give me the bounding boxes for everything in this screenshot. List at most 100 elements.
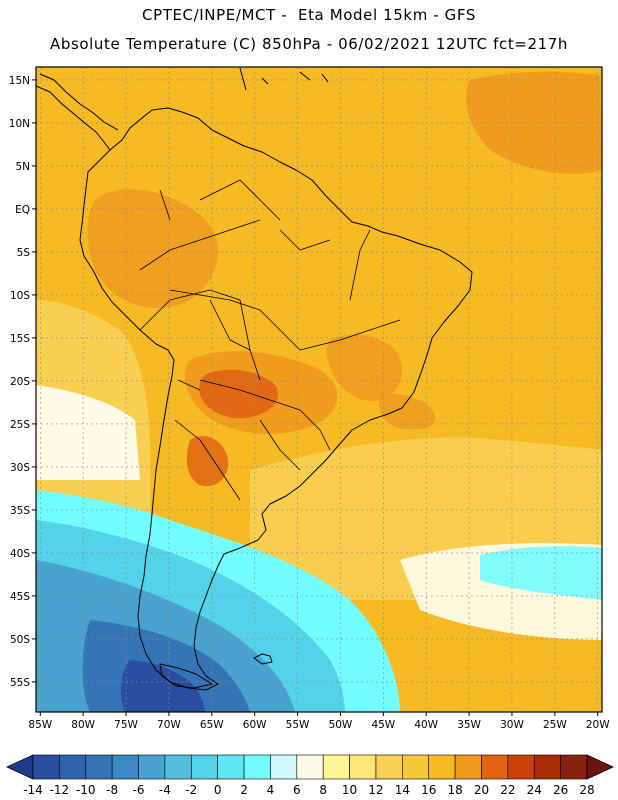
colorbar-label: 28 bbox=[579, 783, 594, 797]
colorbar-min-triangle bbox=[6, 754, 34, 780]
warm-zone-atlantic bbox=[466, 71, 602, 174]
colorbar-box bbox=[349, 754, 377, 780]
lon-tick-label: 30W bbox=[500, 719, 524, 731]
lat-tick-label: 5N bbox=[15, 161, 30, 173]
colorbar-label: 6 bbox=[293, 783, 301, 797]
colorbar-label: -4 bbox=[159, 783, 171, 797]
warm-zone-amazon bbox=[87, 189, 219, 309]
lon-tick-label: 55W bbox=[286, 719, 310, 731]
warm-zone-coast bbox=[378, 393, 436, 430]
coastlines bbox=[36, 67, 473, 691]
longitude-labels: 85W 80W 75W 70W 65W 60W 55W 50W 45W 40W 35W 30W 25W 2… bbox=[28, 712, 610, 731]
lat-tick-label: 10N bbox=[9, 118, 30, 130]
colorbar-label: 26 bbox=[553, 783, 568, 797]
colorbar-label: 24 bbox=[527, 783, 542, 797]
colorbar-label: 22 bbox=[500, 783, 515, 797]
central-america-north bbox=[39, 73, 119, 131]
cold-zone-core bbox=[120, 660, 205, 712]
colorbar bbox=[6, 754, 614, 780]
plot-frame bbox=[35, 66, 603, 713]
colorbar-label: 12 bbox=[368, 783, 383, 797]
colorbar-label: 2 bbox=[240, 783, 248, 797]
colorbar-label: 18 bbox=[447, 783, 462, 797]
falkland-islands bbox=[253, 653, 273, 665]
graticule bbox=[36, 67, 602, 712]
lat-tick-label: EQ bbox=[15, 204, 30, 216]
colorbar-box bbox=[428, 754, 456, 780]
lon-tick-label: 45W bbox=[371, 719, 395, 731]
colorbar-box bbox=[32, 754, 60, 780]
colorbar-box bbox=[560, 754, 588, 780]
colorbar-box bbox=[243, 754, 271, 780]
chart-subtitle: Absolute Temperature (C) 850hPa - 06/02/… bbox=[49, 35, 569, 53]
colorbar-label: 8 bbox=[319, 783, 327, 797]
colorbar-box bbox=[270, 754, 298, 780]
transition-band bbox=[36, 385, 140, 480]
colorbar-label: -14 bbox=[23, 783, 43, 797]
south-america-outline bbox=[79, 107, 473, 691]
lon-tick-label: 25W bbox=[543, 719, 567, 731]
country-borders bbox=[139, 179, 401, 501]
lat-tick-label: 30S bbox=[10, 462, 30, 474]
lon-tick-label: 75W bbox=[114, 719, 138, 731]
lon-tick-label: 85W bbox=[28, 719, 52, 731]
lon-tick-label: 70W bbox=[157, 719, 181, 731]
lon-tick-label: 50W bbox=[329, 719, 353, 731]
latitude-labels: 15N 10N 5N EQ 5S 10S 15S 20S 25S 30S 35S 40S 45S 50S 5… bbox=[9, 75, 36, 689]
lon-tick-label: 40W bbox=[414, 719, 438, 731]
colorbar-box bbox=[533, 754, 561, 780]
colorbar-label: 14 bbox=[395, 783, 410, 797]
colorbar-box bbox=[375, 754, 403, 780]
colorbar-label: -2 bbox=[185, 783, 197, 797]
colorbar-box bbox=[217, 754, 245, 780]
colorbar-box bbox=[164, 754, 192, 780]
colorbar-label: -10 bbox=[76, 783, 96, 797]
hot-zone-chaco bbox=[199, 369, 279, 419]
colorbar-box bbox=[296, 754, 324, 780]
colorbar-box bbox=[507, 754, 535, 780]
lon-tick-label: 60W bbox=[243, 719, 267, 731]
lon-tick-label: 65W bbox=[200, 719, 224, 731]
lat-tick-label: 15N bbox=[9, 75, 30, 87]
colorbar-box bbox=[85, 754, 113, 780]
temperature-features bbox=[36, 71, 602, 712]
lat-tick-label: 25S bbox=[10, 419, 30, 431]
lon-tick-label: 20W bbox=[586, 719, 610, 731]
cold-zone-east-cyan bbox=[480, 546, 602, 600]
central-america-outline bbox=[36, 85, 111, 151]
colorbar-label: -8 bbox=[106, 783, 118, 797]
colorbar-box bbox=[138, 754, 166, 780]
lat-tick-label: 10S bbox=[10, 290, 30, 302]
colorbar-box bbox=[322, 754, 350, 780]
colorbar-max-triangle bbox=[586, 754, 614, 780]
lon-tick-label: 80W bbox=[71, 719, 95, 731]
colorbar-label: 20 bbox=[474, 783, 489, 797]
lat-tick-label: 50S bbox=[10, 634, 30, 646]
lat-tick-label: 15S bbox=[10, 333, 30, 345]
lat-tick-label: 35S bbox=[10, 505, 30, 517]
hot-zone-argentina bbox=[186, 436, 229, 487]
lat-tick-label: 5S bbox=[17, 247, 31, 259]
lat-tick-label: 40S bbox=[10, 548, 30, 560]
colorbar-label: 4 bbox=[267, 783, 275, 797]
tierra-del-fuego bbox=[159, 663, 213, 689]
colorbar-box bbox=[59, 754, 87, 780]
colorbar-label: 10 bbox=[342, 783, 357, 797]
lat-tick-label: 20S bbox=[10, 376, 30, 388]
colorbar-label: -6 bbox=[133, 783, 145, 797]
colorbar-box bbox=[190, 754, 218, 780]
colorbar-box bbox=[454, 754, 482, 780]
chart-title: CPTEC/INPE/MCT - Eta Model 15km - GFS bbox=[142, 6, 476, 24]
warm-zone-southeast bbox=[326, 334, 403, 401]
caribbean-islands bbox=[239, 67, 329, 91]
colorbar-box bbox=[111, 754, 139, 780]
lat-tick-label: 45S bbox=[10, 591, 30, 603]
colorbar-box bbox=[481, 754, 509, 780]
colorbar-labels: -14 -12 -10 -8 -6 -4 -2 0 2 4 6 8 10 12 14 16 18 20 22 24 26… bbox=[23, 783, 594, 797]
lon-tick-label: 35W bbox=[457, 719, 481, 731]
colorbar-label: -12 bbox=[50, 783, 70, 797]
lat-tick-label: 55S bbox=[10, 677, 30, 689]
colorbar-label: 0 bbox=[214, 783, 222, 797]
colorbar-label: 16 bbox=[421, 783, 436, 797]
